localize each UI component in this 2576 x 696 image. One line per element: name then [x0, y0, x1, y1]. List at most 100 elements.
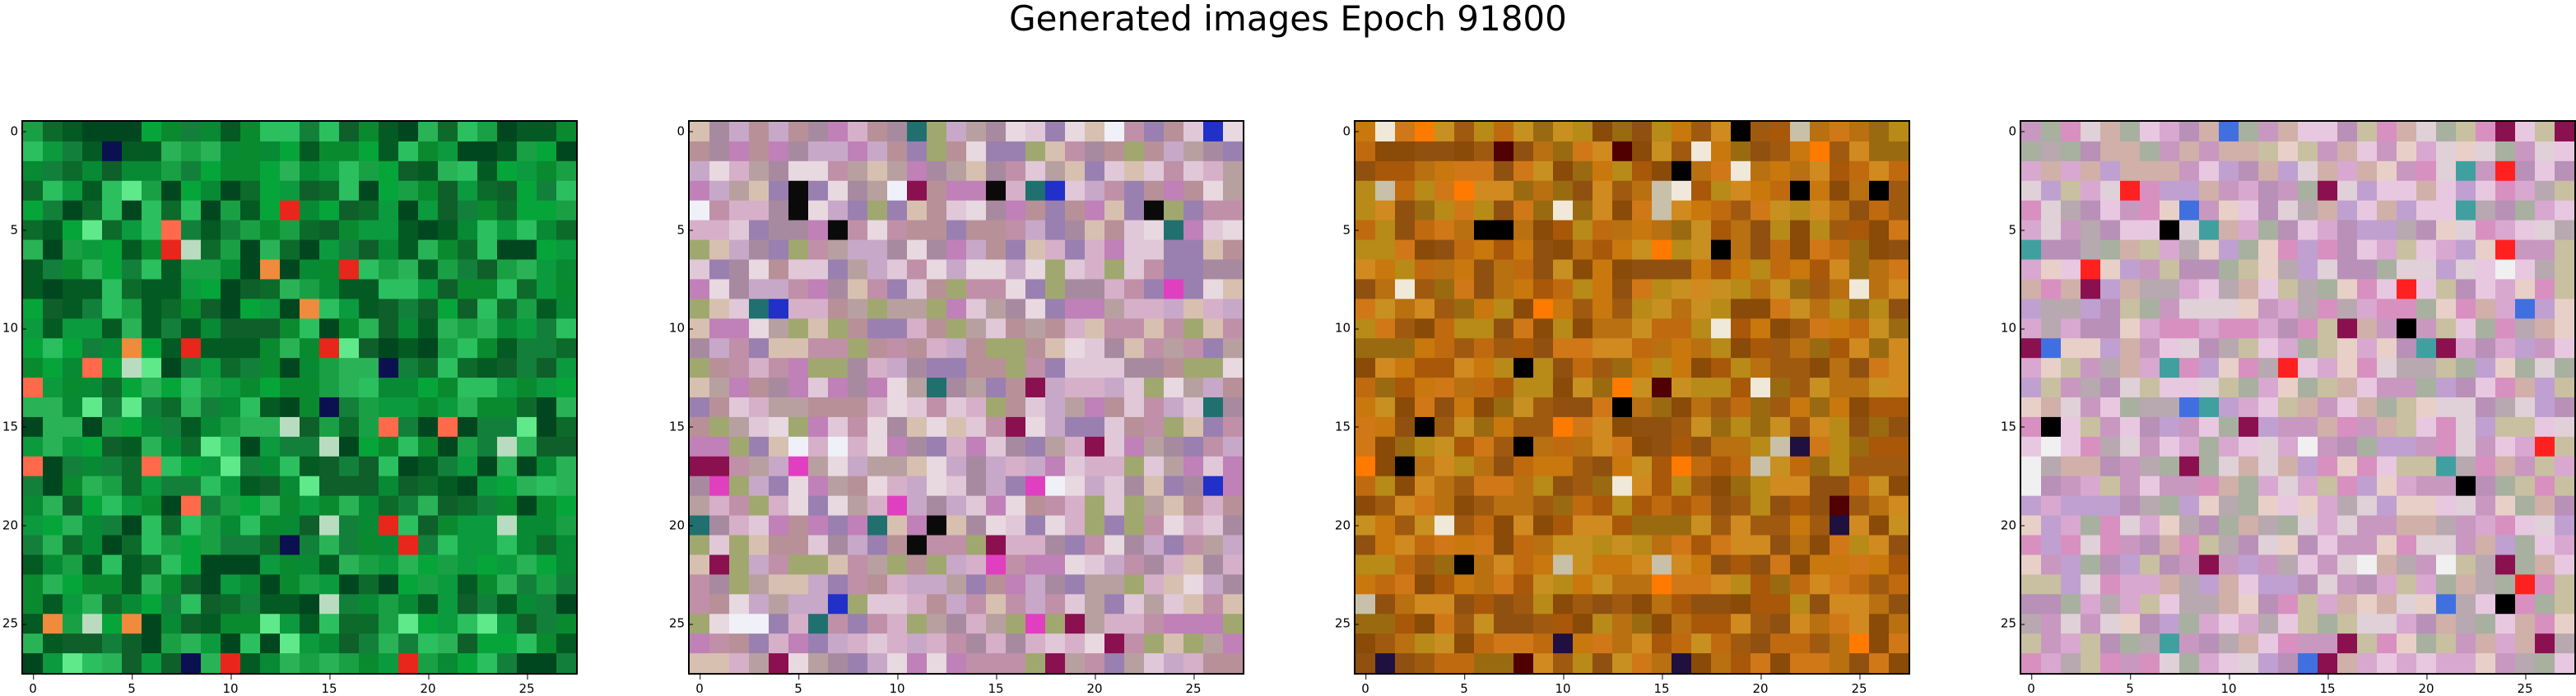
image-pixel [2535, 318, 2555, 339]
image-pixel [1434, 554, 1455, 575]
image-pixel [319, 200, 340, 221]
x-tick-label: 0 [29, 675, 37, 696]
image-pixel [927, 633, 947, 654]
image-pixel [418, 358, 439, 378]
image-pixel [2298, 141, 2318, 162]
image-pixel [2298, 259, 2318, 280]
image-pixel [1770, 200, 1791, 221]
image-pixel [1045, 160, 1066, 182]
image-pixel [438, 279, 458, 299]
image-pixel [1025, 416, 1046, 438]
image-pixel [2535, 495, 2555, 517]
image-pixel [260, 633, 281, 654]
image-pixel [1415, 554, 1435, 575]
image-pixel [398, 259, 419, 280]
y-tick-label: 10 [668, 320, 694, 336]
image-pixel [82, 515, 103, 536]
image-pixel [1355, 633, 1376, 654]
image-pixel [1770, 378, 1791, 398]
image-pixel [82, 574, 103, 595]
image-pixel [808, 416, 829, 438]
image-pixel [1869, 338, 1890, 359]
image-pixel [418, 397, 439, 418]
image-pixel [319, 220, 340, 241]
image-pixel [2160, 180, 2180, 202]
image-pixel [102, 476, 123, 497]
image-pixel [1025, 200, 1046, 221]
image-pixel [201, 318, 221, 339]
image-pixel [240, 476, 261, 497]
image-pixel [2397, 358, 2417, 378]
image-pixel [359, 653, 379, 673]
image-pixel [359, 554, 379, 575]
image-pixel [907, 279, 928, 299]
image-pixel [2061, 318, 2081, 339]
image-pixel [359, 495, 379, 517]
image-pixel [1632, 259, 1653, 280]
image-pixel [1573, 338, 1593, 359]
image-pixel [2456, 141, 2476, 162]
image-pixel [102, 574, 123, 595]
image-pixel [2219, 220, 2239, 241]
image-pixel [867, 416, 888, 438]
image-pixel [1144, 259, 1165, 280]
image-pixel [221, 259, 241, 280]
image-pixel [2495, 358, 2516, 378]
image-pixel [2515, 397, 2536, 418]
image-pixel [1790, 200, 1811, 221]
image-pixel [2120, 397, 2141, 418]
image-pixel [1731, 594, 1751, 615]
image-pixel [1731, 299, 1751, 319]
image-pixel [1124, 318, 1145, 339]
image-pixel [1203, 259, 1224, 280]
image-pixel [2535, 515, 2555, 536]
image-pixel [438, 220, 458, 241]
image-pixel [142, 614, 162, 634]
image-pixel [1612, 554, 1633, 575]
image-pixel [1652, 239, 1672, 260]
image-pixel [1474, 141, 1495, 162]
image-pixel [82, 397, 103, 418]
image-pixel [2239, 259, 2259, 280]
image-pixel [709, 515, 730, 536]
image-pixel [1045, 397, 1066, 418]
image-pixel [1203, 160, 1224, 182]
image-pixel [2456, 122, 2476, 142]
image-pixel [43, 554, 63, 575]
image-pixel [769, 397, 789, 418]
image-pixel [1144, 397, 1165, 418]
image-pixel [556, 535, 576, 555]
image-pixel [808, 239, 829, 260]
image-pixel [240, 358, 261, 378]
image-pixel [1355, 416, 1376, 438]
image-pixel [1183, 378, 1204, 398]
image-pixel [749, 239, 770, 260]
image-pixel [1514, 122, 1534, 142]
image-pixel [201, 476, 221, 497]
image-pixel [2337, 436, 2358, 457]
image-pixel [1672, 378, 1692, 398]
image-pixel [828, 299, 849, 319]
image-pixel [788, 122, 809, 142]
image-pixel [142, 535, 162, 555]
image-pixel [1573, 259, 1593, 280]
image-pixel [398, 574, 419, 595]
image-pixel [319, 495, 340, 517]
image-pixel [1025, 141, 1046, 162]
image-pixel [1085, 338, 1105, 359]
image-pixel [1533, 554, 1554, 575]
image-pixel [690, 397, 710, 418]
image-pixel [1593, 318, 1613, 339]
image-pixel [1672, 180, 1692, 202]
image-pixel [1494, 436, 1514, 457]
image-pixel [379, 397, 399, 418]
image-pixel [1474, 574, 1495, 595]
image-pixel [1869, 633, 1890, 654]
image-pixel [161, 239, 182, 260]
image-pixel [240, 397, 261, 418]
image-pixel [2495, 515, 2516, 536]
image-pixel [1573, 279, 1593, 299]
image-pixel [280, 456, 300, 477]
image-pixel [867, 141, 888, 162]
image-pixel [1474, 515, 1495, 536]
